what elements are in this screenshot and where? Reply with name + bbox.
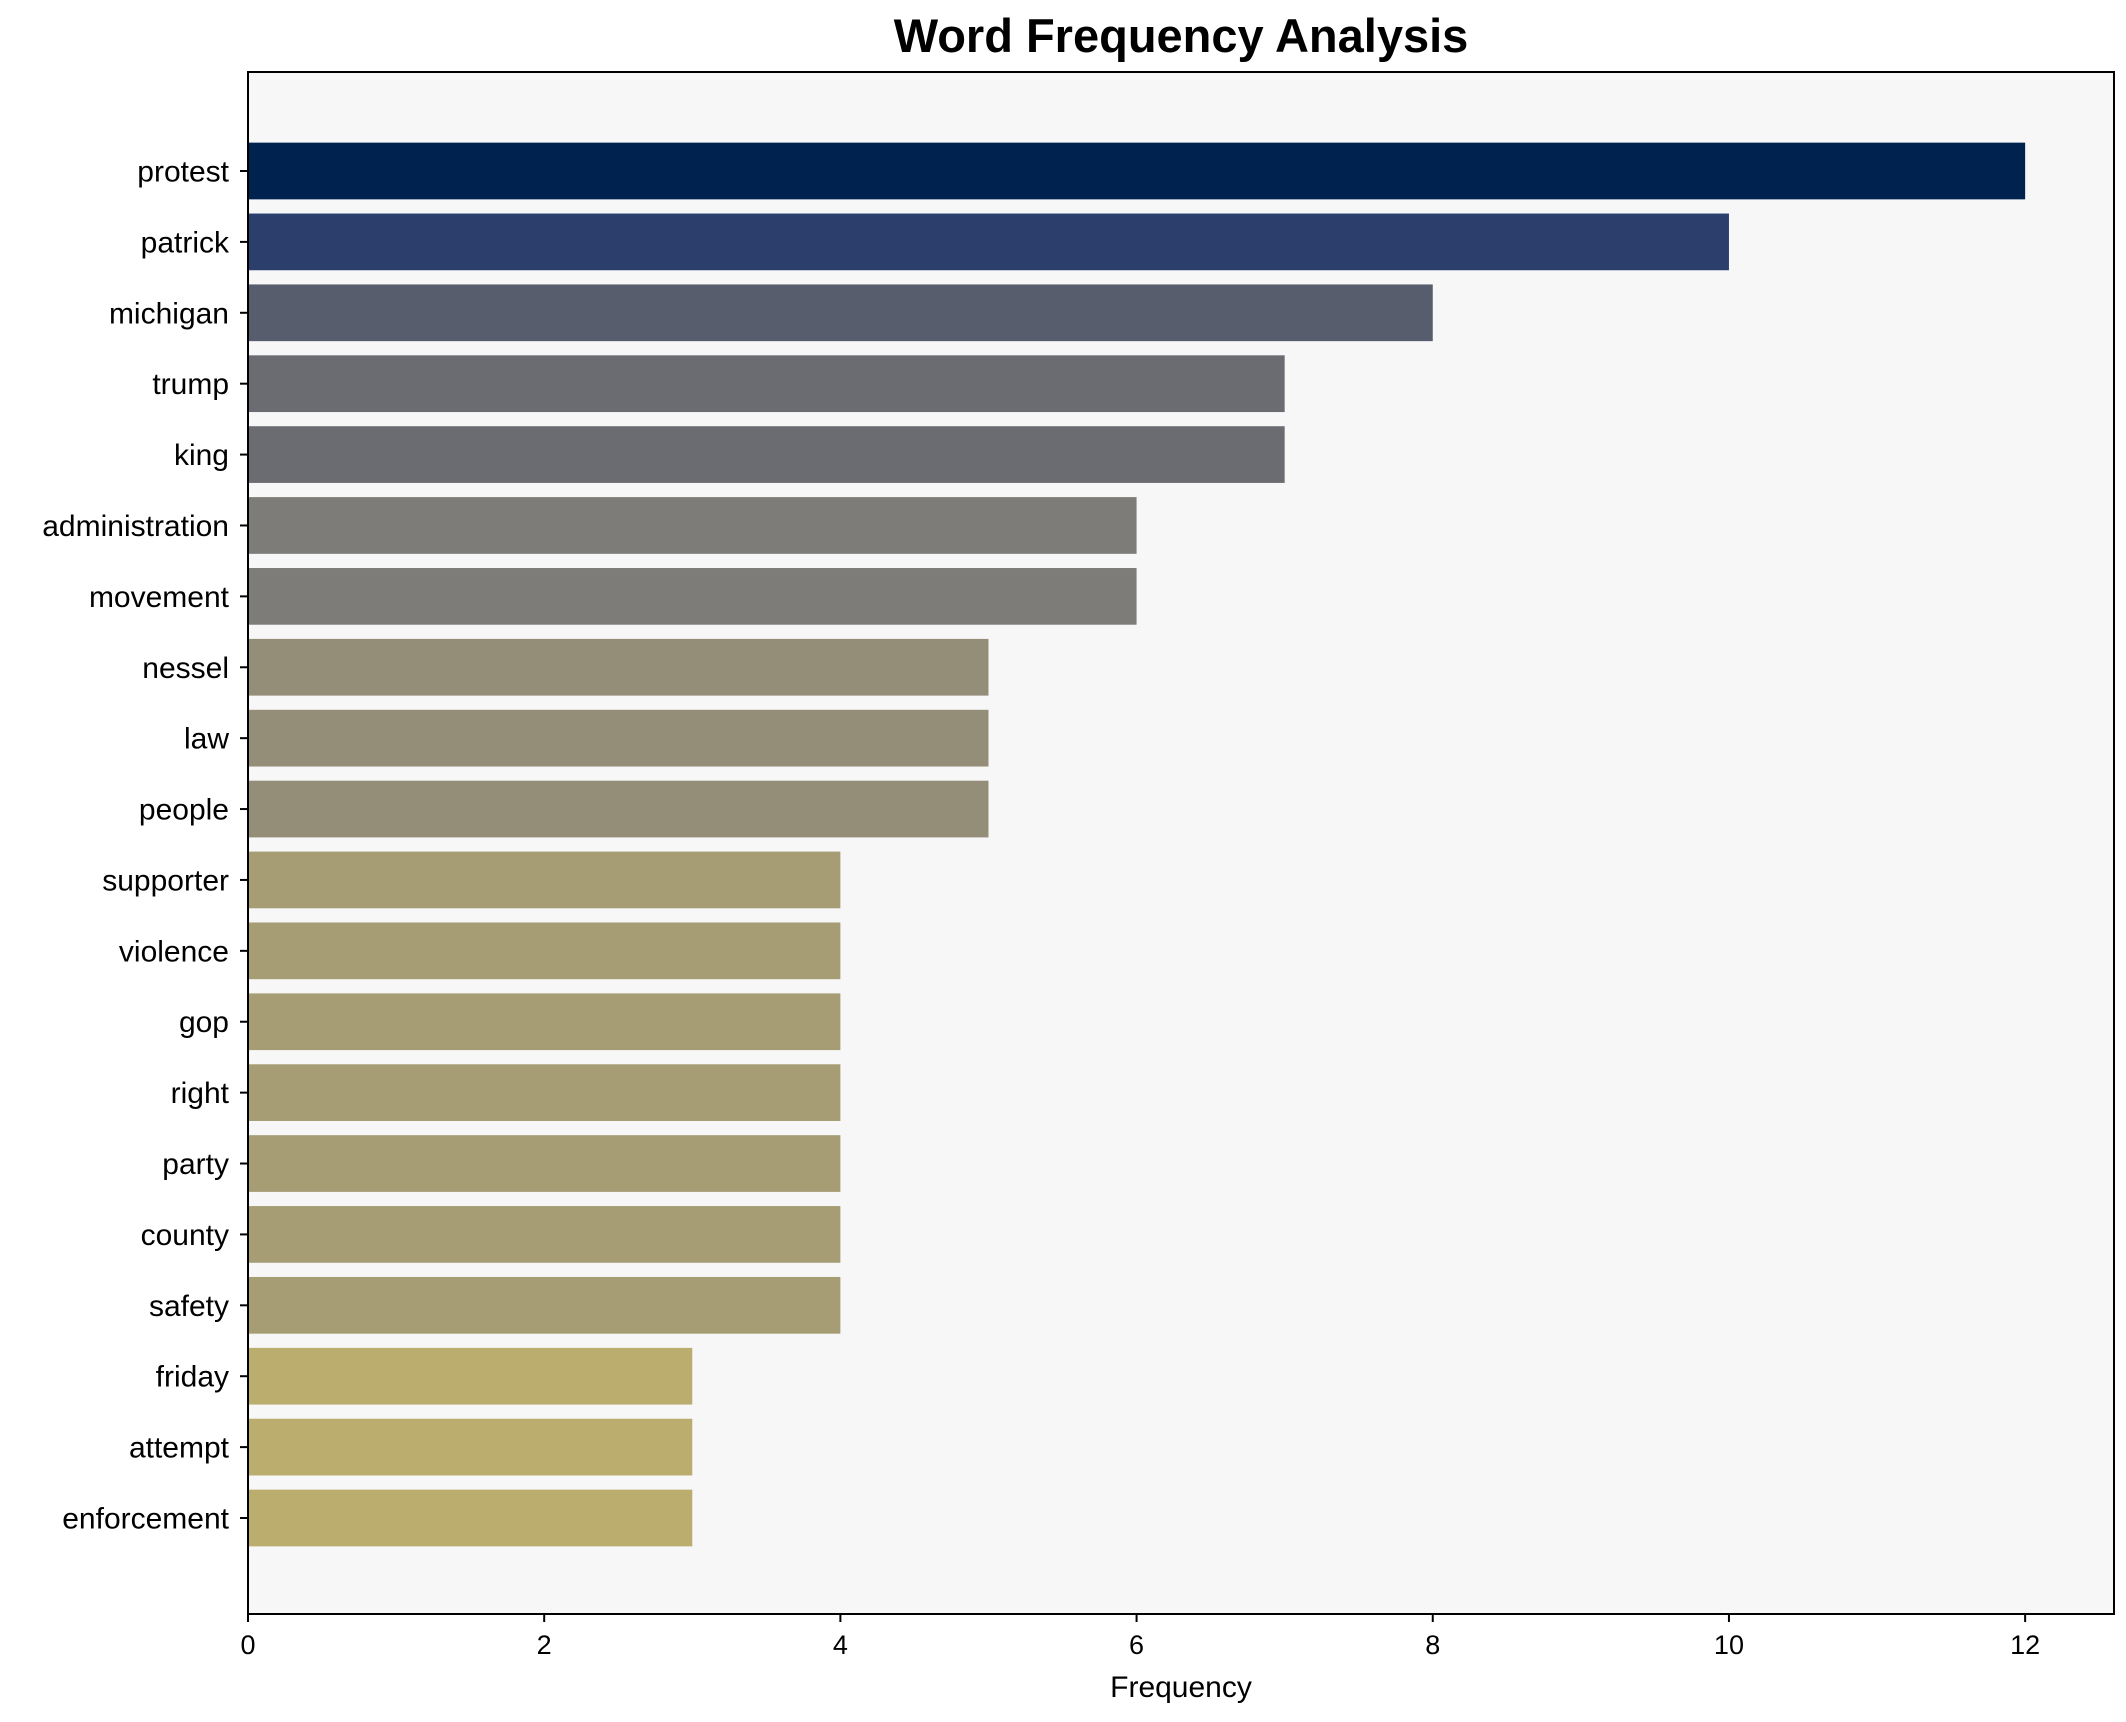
bar-people	[248, 780, 989, 838]
y-tick-label: trump	[152, 368, 229, 401]
y-tick-label: party	[162, 1148, 229, 1181]
bar-friday	[248, 1347, 693, 1405]
bar-safety	[248, 1276, 841, 1334]
y-tick-label: people	[139, 794, 229, 827]
y-tick-label: right	[171, 1077, 230, 1110]
bar-right	[248, 1064, 841, 1121]
x-axis-label: Frequency	[1110, 1671, 1252, 1704]
bar-attempt	[248, 1418, 693, 1476]
bar-violence	[248, 922, 841, 980]
bar-patrick	[248, 213, 1729, 271]
y-tick-label: attempt	[129, 1432, 230, 1465]
bar-gop	[248, 993, 841, 1051]
bar-nessel	[248, 638, 989, 696]
bar-administration	[248, 497, 1137, 554]
y-tick-label: friday	[156, 1361, 229, 1394]
bar-king	[248, 426, 1285, 483]
y-tick-label: protest	[137, 156, 229, 189]
y-tick-label: safety	[149, 1290, 229, 1323]
bars-group	[248, 142, 2026, 1547]
y-tick-label: king	[174, 439, 229, 472]
y-tick-label: violence	[119, 935, 229, 968]
y-tick-label: nessel	[142, 652, 229, 685]
y-tick-label: patrick	[141, 226, 230, 259]
y-tick-label: county	[141, 1219, 229, 1252]
bar-enforcement	[248, 1489, 693, 1547]
y-tick-label: administration	[42, 510, 229, 543]
x-tick-label: 2	[537, 1630, 552, 1660]
bar-michigan	[248, 284, 1433, 342]
bar-party	[248, 1135, 841, 1192]
y-axis: protest patrick michigan trump king administr…	[42, 156, 248, 1536]
x-tick-label: 8	[1425, 1630, 1440, 1660]
bar-law	[248, 709, 989, 767]
bar-protest	[248, 142, 2026, 200]
plot-frame	[247, 71, 2115, 1615]
y-tick-label: enforcement	[62, 1503, 229, 1536]
y-tick-label: movement	[89, 581, 230, 614]
x-tick-label: 4	[833, 1630, 848, 1660]
y-tick-label: supporter	[102, 864, 229, 897]
y-tick-label: law	[184, 723, 229, 756]
x-tick-label: 10	[1714, 1630, 1744, 1660]
x-tick-label: 6	[1129, 1630, 1144, 1660]
y-tick-label: michigan	[109, 297, 229, 330]
chart-title: Word Frequency Analysis	[894, 9, 1469, 62]
y-tick-label: gop	[179, 1006, 229, 1039]
bar-movement	[248, 568, 1137, 625]
bar-county	[248, 1206, 841, 1263]
x-tick-label: 0	[240, 1630, 255, 1660]
bar-supporter	[248, 851, 841, 909]
x-tick-label: 12	[2010, 1630, 2040, 1660]
x-axis: 0 2 4 6 8 10 12	[240, 1614, 2040, 1660]
bar-trump	[248, 355, 1285, 413]
